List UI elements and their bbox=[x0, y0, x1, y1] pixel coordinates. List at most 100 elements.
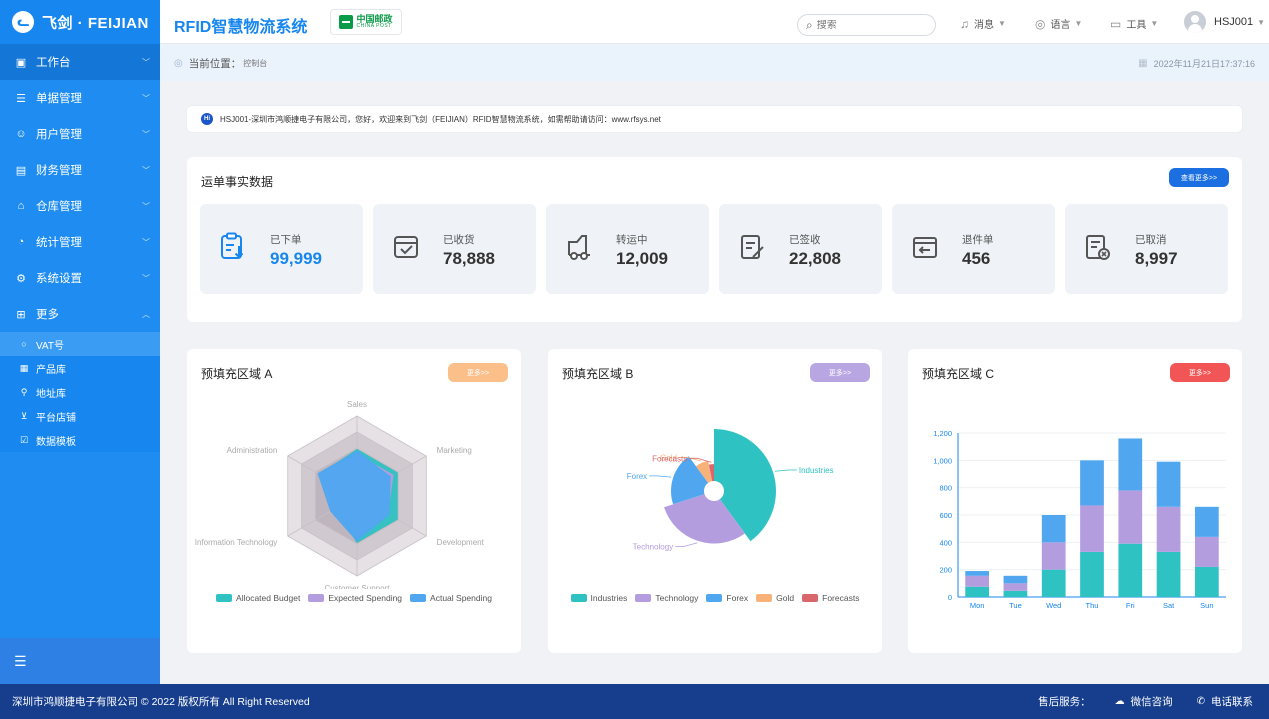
bar-segment[interactable] bbox=[1156, 506, 1181, 552]
sidebar-subitem-templates[interactable]: ☑ 数据模板 bbox=[0, 428, 160, 452]
bar-segment[interactable] bbox=[965, 586, 990, 597]
bar-segment[interactable] bbox=[1003, 590, 1028, 597]
user-menu[interactable]: HSJ001 ▼ bbox=[1184, 11, 1265, 33]
language-menu[interactable]: ◎ 语言 ▼ bbox=[1035, 16, 1082, 32]
stat-in-transit[interactable]: 转运中 12,009 bbox=[546, 204, 709, 294]
legend-swatch bbox=[756, 594, 773, 602]
bar-segment[interactable] bbox=[1080, 505, 1104, 552]
chevron-down-icon: ▼ bbox=[1150, 19, 1159, 28]
stat-signed[interactable]: 已签收 22,808 bbox=[719, 204, 882, 294]
pie-label-line bbox=[649, 475, 672, 478]
panel-b-more-button[interactable]: 更多>> bbox=[810, 363, 870, 382]
sidebar-item-label: 财务管理 bbox=[36, 165, 82, 177]
sidebar-subitem-label: 数据模板 bbox=[36, 436, 76, 448]
search-input[interactable] bbox=[816, 19, 917, 31]
pie-legend-item[interactable]: Forecasts bbox=[802, 593, 859, 603]
breadcrumb-current[interactable]: 控制台 bbox=[243, 58, 268, 68]
bar-segment[interactable] bbox=[1194, 566, 1219, 597]
stat-label: 转运中 bbox=[616, 234, 648, 246]
bar-segment[interactable] bbox=[1041, 515, 1066, 543]
phone-contact-link[interactable]: 电话联系 bbox=[1211, 696, 1253, 708]
sidebar-item-documents[interactable]: ☰ 单据管理 ﹀ bbox=[0, 80, 160, 116]
brand-name: 飞剑 · FEIJIAN bbox=[42, 14, 149, 32]
pie-slice[interactable] bbox=[714, 429, 776, 542]
bar-segment[interactable] bbox=[1118, 543, 1143, 597]
stat-returned[interactable]: 退件单 456 bbox=[892, 204, 1055, 294]
bar-y-tick-label: 1,200 bbox=[933, 429, 952, 438]
stat-label: 已下单 bbox=[270, 234, 302, 246]
view-more-button[interactable]: 查看更多>> bbox=[1169, 168, 1229, 187]
bar-segment[interactable] bbox=[1194, 536, 1219, 567]
sidebar-item-label: 单据管理 bbox=[36, 93, 82, 105]
bell-icon: ♫ bbox=[960, 16, 969, 31]
product-icon: ▦ bbox=[19, 362, 29, 373]
pie-legend-item[interactable]: Gold bbox=[756, 593, 794, 603]
sidebar-item-users[interactable]: ☺ 用户管理 ﹀ bbox=[0, 116, 160, 152]
bar-segment[interactable] bbox=[1156, 461, 1181, 507]
sidebar-subitem-label: 地址库 bbox=[36, 388, 66, 400]
datetime-text: 2022年11月21日17:37:16 bbox=[1153, 58, 1255, 69]
pie-legend-item[interactable]: Industries bbox=[570, 593, 627, 603]
wechat-consult-link[interactable]: 微信咨询 bbox=[1130, 696, 1173, 708]
legend-label: Expected Spending bbox=[328, 593, 403, 603]
bar-y-tick-label: 0 bbox=[948, 593, 952, 602]
bar-segment[interactable] bbox=[1080, 551, 1104, 597]
toolbox-icon: ▭ bbox=[1110, 16, 1122, 31]
bar-segment[interactable] bbox=[1080, 460, 1104, 506]
phone-icon: ✆ bbox=[1196, 696, 1205, 707]
radar-legend-item[interactable]: Expected Spending bbox=[308, 593, 402, 603]
fei-logo-icon: ᓚ bbox=[12, 11, 34, 33]
messages-menu[interactable]: ♫ 消息 ▼ bbox=[960, 16, 1006, 32]
pie-slice[interactable] bbox=[708, 464, 714, 482]
monitor-icon: ▣ bbox=[15, 56, 27, 69]
bar-segment[interactable] bbox=[1003, 575, 1028, 584]
radar-legend-item[interactable]: Allocated Budget bbox=[216, 593, 300, 603]
pie-legend-item[interactable]: Forex bbox=[706, 593, 748, 603]
bar-segment[interactable] bbox=[965, 571, 990, 576]
messages-label: 消息 bbox=[974, 20, 994, 31]
bar-segment[interactable] bbox=[1156, 551, 1181, 597]
sidebar-item-finance[interactable]: ▤ 财务管理 ﹀ bbox=[0, 152, 160, 188]
template-icon: ☑ bbox=[19, 434, 29, 445]
pie-slice[interactable] bbox=[671, 456, 709, 505]
radar-legend-item[interactable]: Actual Spending bbox=[410, 593, 492, 603]
sidebar-subitem-addresses[interactable]: ⚲ 地址库 bbox=[0, 380, 160, 404]
sidebar-subitem-products[interactable]: ▦ 产品库 bbox=[0, 356, 160, 380]
stat-received[interactable]: 已收货 78,888 bbox=[373, 204, 536, 294]
pie-slice[interactable] bbox=[695, 460, 713, 483]
bar-segment[interactable] bbox=[1118, 490, 1143, 544]
sidebar-collapse-button[interactable]: ☰ bbox=[0, 638, 160, 684]
stat-ordered[interactable]: 已下单 99,999 bbox=[200, 204, 363, 294]
system-title: RFID智慧物流系统 bbox=[174, 19, 308, 36]
pie-label-line bbox=[679, 456, 702, 462]
pie-slice[interactable] bbox=[664, 494, 745, 544]
radar-series-area[interactable] bbox=[317, 450, 391, 542]
wechat-icon: ☁ bbox=[1114, 696, 1125, 707]
sidebar-item-settings[interactable]: ⚙ 系统设置 ﹀ bbox=[0, 260, 160, 296]
sidebar-item-warehouse[interactable]: ⌂ 仓库管理 ﹀ bbox=[0, 188, 160, 224]
stat-cancelled[interactable]: 已取消 8,997 bbox=[1065, 204, 1228, 294]
brand-logo[interactable]: ᓚ 飞剑 · FEIJIAN bbox=[0, 0, 160, 44]
bar-segment[interactable] bbox=[1041, 542, 1066, 570]
bar-segment[interactable] bbox=[965, 575, 990, 587]
partner-logo-en: CHINA POST bbox=[356, 23, 392, 29]
panel-a-more-button[interactable]: 更多>> bbox=[448, 363, 508, 382]
pie-label-line bbox=[675, 542, 698, 548]
sidebar-item-more[interactable]: ⊞ 更多 ︿ bbox=[0, 296, 160, 332]
order-icon bbox=[221, 232, 244, 259]
pie-legend-item[interactable]: Technology bbox=[635, 593, 698, 603]
search-box[interactable]: ⌕ bbox=[797, 14, 936, 36]
panel-c-more-button[interactable]: 更多>> bbox=[1170, 363, 1230, 382]
tools-menu[interactable]: ▭ 工具 ▼ bbox=[1110, 16, 1159, 32]
pie-icon: ◔ bbox=[17, 236, 25, 248]
sidebar-item-statistics[interactable]: ◔ 统计管理 ﹀ bbox=[0, 224, 160, 260]
bar-segment[interactable] bbox=[1041, 569, 1066, 597]
bar-segment[interactable] bbox=[1003, 583, 1028, 591]
waybill-stats-card: 运单事实数据 查看更多>> 已下单 99,999 已收货 78,888 转运中 bbox=[187, 157, 1242, 322]
bar-segment[interactable] bbox=[1118, 438, 1143, 491]
china-post-icon bbox=[339, 15, 354, 29]
bar-segment[interactable] bbox=[1194, 506, 1219, 537]
sidebar-subitem-shops[interactable]: ⊻ 平台店铺 bbox=[0, 404, 160, 428]
sidebar-item-workbench[interactable]: ▣ 工作台 ﹀ bbox=[0, 44, 160, 80]
sidebar-subitem-vat[interactable]: ○ VAT号 bbox=[0, 332, 160, 356]
